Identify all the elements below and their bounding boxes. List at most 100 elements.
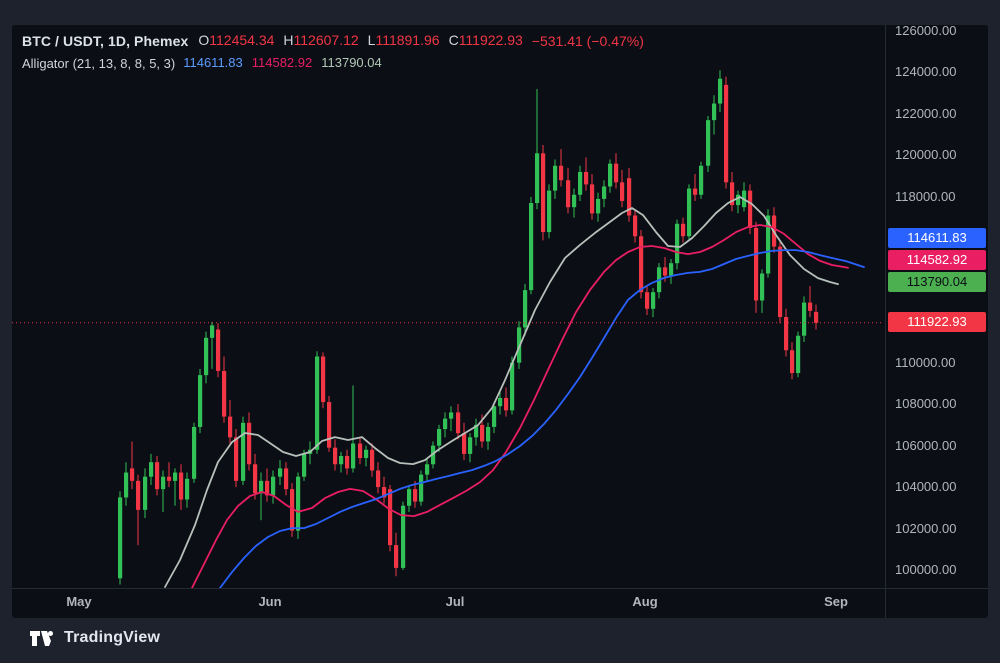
candlestick-chart[interactable] — [12, 25, 988, 618]
ohlc-h: H112607.12 — [283, 32, 359, 48]
price-tick-label: 108000.00 — [895, 396, 957, 412]
candle-up — [572, 194, 577, 208]
price-axis-badge: 113790.04 — [888, 272, 986, 292]
month-label-may: May — [66, 594, 92, 609]
candle-up — [578, 171, 583, 195]
alligator-value-2: 113790.04 — [321, 55, 382, 70]
alligator-lips-line — [164, 196, 839, 588]
candle-up — [271, 476, 276, 496]
candle-up — [278, 468, 283, 477]
month-label-jul: Jul — [445, 594, 465, 609]
candle-up — [259, 480, 264, 494]
candle-down — [358, 443, 363, 459]
candle-down — [265, 480, 270, 496]
candle-up — [718, 78, 723, 104]
candle-down — [663, 267, 668, 276]
candle-down — [253, 464, 258, 494]
candle-down — [413, 489, 418, 502]
candle-up — [468, 437, 473, 454]
candle-up — [173, 472, 178, 481]
ohlc-l: L111891.96 — [367, 32, 440, 48]
ohlc-values: O112454.34 H112607.12 L111891.96 C111922.93 — [198, 32, 531, 50]
candle-down — [504, 397, 509, 411]
candle-up — [651, 292, 656, 309]
indicator-row: Alligator (21, 13, 8, 8, 5, 3) 114611.83… — [22, 52, 644, 74]
indicator-values: 114611.83 114582.92 113790.04 — [183, 54, 391, 72]
candle-up — [401, 505, 406, 568]
candle-down — [724, 84, 729, 183]
candle-up — [364, 449, 369, 459]
candle-up — [143, 476, 148, 510]
candle-up — [185, 478, 190, 500]
candle-up — [449, 412, 454, 419]
candle-up — [204, 337, 209, 376]
price-axis-badge: 114611.83 — [888, 228, 986, 248]
candle-down — [627, 178, 632, 216]
candle-up — [596, 198, 601, 214]
candle-down — [784, 317, 789, 351]
candle-up — [712, 103, 717, 121]
symbol-title: BTC / USDT, 1D, Phemex — [22, 33, 189, 49]
symbol-row: BTC / USDT, 1D, Phemex O112454.34 H112607… — [22, 30, 644, 52]
ohlc-o: O112454.34 — [198, 32, 275, 48]
candle-up — [699, 165, 704, 195]
tradingview-attribution[interactable]: TradingView — [30, 629, 160, 647]
month-label-sep: Sep — [824, 594, 848, 609]
candle-up — [553, 165, 558, 191]
candle-down — [179, 472, 184, 500]
candle-up — [706, 120, 711, 166]
candle-down — [620, 182, 625, 201]
candle-up — [296, 476, 301, 531]
price-tick-label: 106000.00 — [895, 437, 957, 453]
candle-down — [284, 468, 289, 490]
candle-up — [687, 188, 692, 237]
candle-down — [370, 449, 375, 471]
chart-panel[interactable]: BTC / USDT, 1D, Phemex O112454.34 H112607… — [12, 25, 988, 618]
candle-up — [407, 489, 412, 506]
candle-down — [559, 165, 564, 181]
candle-down — [645, 292, 650, 309]
candle-up — [492, 406, 497, 427]
candle-down — [167, 476, 172, 481]
candle-up — [547, 190, 552, 233]
candle-up — [486, 426, 491, 442]
candle-down — [614, 163, 619, 183]
price-tick-label: 110000.00 — [895, 354, 956, 370]
candle-down — [247, 422, 252, 465]
candle-down — [754, 227, 759, 301]
candle-up — [118, 497, 123, 579]
candle-up — [315, 356, 320, 450]
candle-down — [382, 487, 387, 498]
indicator-title: Alligator (21, 13, 8, 8, 5, 3) — [22, 55, 176, 71]
price-tick-label: 102000.00 — [895, 520, 957, 536]
price-axis-divider — [885, 25, 886, 618]
candle-down — [130, 468, 135, 481]
candle-down — [639, 236, 644, 293]
price-axis-badge: 111922.93 — [888, 312, 986, 332]
month-label-aug: Aug — [632, 594, 658, 609]
candle-up — [124, 472, 129, 498]
chart-legend: BTC / USDT, 1D, Phemex O112454.34 H112607… — [22, 30, 644, 74]
candle-down — [730, 182, 735, 206]
candle-up — [675, 223, 680, 264]
candle-down — [216, 329, 221, 371]
candle-up — [796, 335, 801, 374]
candle-up — [437, 429, 442, 446]
candle-up — [425, 464, 430, 475]
candle-down — [541, 153, 546, 233]
candle-down — [394, 545, 399, 568]
candle-up — [669, 263, 674, 276]
candle-down — [778, 246, 783, 318]
candle-down — [808, 302, 813, 311]
price-tick-label: 118000.00 — [895, 188, 956, 204]
candle-up — [198, 375, 203, 427]
price-tick-label: 120000.00 — [895, 147, 957, 163]
candle-up — [149, 462, 154, 477]
candle-down — [584, 171, 589, 185]
tradingview-brand-text: TradingView — [64, 629, 161, 646]
candle-up — [498, 397, 503, 407]
candle-down — [333, 447, 338, 465]
candle-up — [210, 325, 215, 338]
change-value: −531.41 (−0.47%) — [531, 33, 644, 49]
candle-down — [633, 215, 638, 237]
